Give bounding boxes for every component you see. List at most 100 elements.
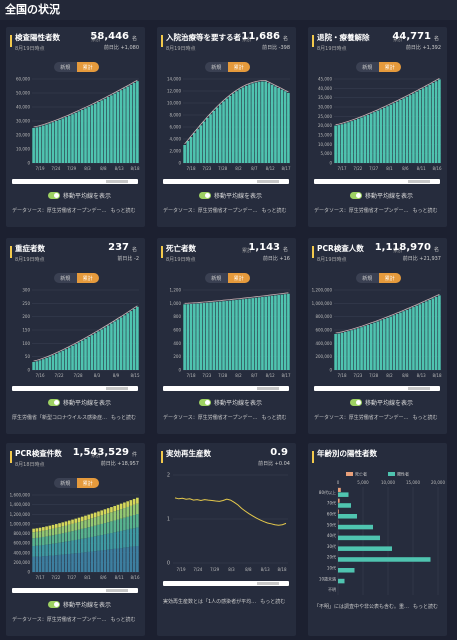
switch-icon[interactable] — [350, 192, 362, 199]
read-more-link[interactable]: もっと読む — [110, 617, 136, 623]
title-accent — [10, 246, 12, 258]
new-total-toggle[interactable]: 新規 累計 — [356, 273, 401, 283]
chart-bar — [340, 332, 344, 370]
main-value: 1,118,970 — [374, 242, 431, 253]
chart-bar-segment — [35, 528, 39, 532]
moving-average-toggle[interactable]: 移動平均線を表示 — [48, 191, 111, 200]
chart-scrollbar[interactable] — [163, 581, 289, 586]
chart-bar-segment — [64, 532, 68, 542]
toggle-total-button[interactable]: 累計 — [227, 62, 250, 72]
read-more-link[interactable]: もっと読む — [260, 599, 286, 605]
chart-bar-segment — [87, 551, 91, 572]
chart-bar-segment — [103, 523, 107, 535]
toggle-new-button[interactable]: 新規 — [205, 62, 228, 72]
chart-scrollbar[interactable] — [314, 386, 440, 391]
new-total-toggle[interactable]: 新規 累計 — [205, 62, 250, 72]
toggle-new-button[interactable]: 新規 — [54, 62, 77, 72]
new-total-toggle[interactable]: 新規 累計 — [205, 273, 250, 283]
chart-bar — [264, 81, 268, 163]
toggle-new-button[interactable]: 新規 — [205, 273, 228, 283]
chart-bar-segment — [61, 533, 65, 543]
toggle-new-button[interactable]: 新規 — [54, 273, 77, 283]
stat-card: PCR検査人数 累計 1,118,970 名前日比 +21,937 8月19日時点 新規累… — [308, 238, 447, 434]
read-more-link[interactable]: もっと読む — [412, 208, 438, 214]
read-more-link[interactable]: もっと読む — [261, 415, 287, 421]
chart-bar-segment — [67, 524, 71, 532]
toggle-new-button[interactable]: 新規 — [356, 273, 379, 283]
chart-bar-segment — [32, 546, 35, 557]
read-more-link[interactable]: もっと読む — [412, 415, 438, 421]
toggle-new-button[interactable]: 新規 — [54, 478, 77, 488]
chart-bar-segment — [77, 517, 81, 523]
chart-scrollbar[interactable] — [163, 386, 289, 391]
switch-icon[interactable] — [199, 192, 211, 199]
toggle-total-button[interactable]: 累計 — [378, 62, 401, 72]
positives-bar — [338, 524, 373, 530]
switch-icon[interactable] — [48, 399, 60, 406]
toggle-new-button[interactable]: 新規 — [356, 62, 379, 72]
moving-average-toggle[interactable]: 移動平均線を表示 — [350, 191, 413, 200]
chart-bar-segment — [97, 550, 100, 572]
chart-bar — [209, 114, 212, 163]
chart-bar-segment — [136, 546, 139, 572]
chart-bar-segment — [71, 519, 74, 524]
toggle-total-button[interactable]: 累計 — [227, 273, 250, 283]
switch-icon[interactable] — [48, 192, 60, 199]
title-accent — [312, 35, 314, 47]
chart-bar — [389, 104, 393, 163]
chart-bar — [408, 95, 412, 163]
chart-bar-segment — [58, 533, 61, 543]
switch-icon[interactable] — [199, 399, 211, 406]
new-total-toggle[interactable]: 新規 累計 — [356, 62, 401, 72]
moving-average-toggle[interactable]: 移動平均線を表示 — [48, 600, 111, 609]
chart-scrollbar[interactable] — [163, 179, 289, 184]
new-total-toggle[interactable]: 新規 累計 — [54, 478, 99, 488]
as-of-date: 8月19日時点 — [15, 46, 45, 52]
toggle-total-button[interactable]: 累計 — [76, 273, 99, 283]
read-more-link[interactable]: もっと読む — [413, 604, 439, 610]
chart-bar — [344, 123, 347, 163]
y-tick-label: 200 — [173, 354, 181, 359]
chart-bar-segment — [113, 505, 117, 512]
chart-scrollbar[interactable] — [12, 386, 138, 391]
chart-bar — [61, 350, 65, 370]
chart-scrollbar[interactable] — [12, 179, 138, 184]
chart-bar-segment — [106, 508, 110, 514]
moving-average-toggle[interactable]: 移動平均線を表示 — [350, 398, 413, 407]
chart-scrollbar[interactable] — [314, 179, 440, 184]
switch-icon[interactable] — [48, 601, 60, 608]
new-total-toggle[interactable]: 新規 累計 — [54, 273, 99, 283]
moving-average-toggle[interactable]: 移動平均線を表示 — [199, 191, 262, 200]
chart-bar-segment — [132, 514, 136, 529]
chart-bar — [123, 315, 126, 370]
chart-bar — [235, 91, 238, 163]
y-tick-label: 45,000 — [318, 77, 332, 82]
read-more-link[interactable]: もっと読む — [261, 208, 287, 214]
read-more-link[interactable]: もっと読む — [111, 415, 137, 421]
read-more-link[interactable]: もっと読む — [110, 208, 136, 214]
moving-average-toggle[interactable]: 移動平均線を表示 — [48, 398, 111, 407]
switch-icon[interactable] — [350, 399, 362, 406]
moving-average-toggle[interactable]: 移動平均線を表示 — [199, 398, 262, 407]
y-tick-label: 1,600,000 — [10, 493, 31, 498]
chart-scrollbar[interactable] — [12, 588, 138, 593]
chart-bar — [277, 295, 280, 370]
toggle-total-button[interactable]: 累計 — [76, 62, 99, 72]
y-tick-label: 20,000 — [318, 123, 332, 128]
chart-bar-segment — [58, 527, 61, 534]
y-tick-label: 1,200,000 — [10, 512, 31, 517]
chart-bar — [231, 300, 235, 370]
toggle-total-button[interactable]: 累計 — [378, 273, 401, 283]
x-tick-label: 8/3 — [228, 567, 235, 572]
positives-bar — [338, 514, 357, 519]
chart-bar — [231, 93, 235, 163]
toggle-total-button[interactable]: 累計 — [76, 478, 99, 488]
chart-bar — [261, 81, 264, 163]
chart-bar — [84, 108, 87, 163]
value-unit: 名 — [131, 247, 137, 253]
chart-bar-segment — [74, 518, 78, 523]
value-unit: 名 — [131, 36, 137, 42]
x-tick-label: 7/17 — [338, 166, 347, 171]
new-total-toggle[interactable]: 新規 累計 — [54, 62, 99, 72]
chart-bar-segment — [97, 516, 100, 525]
